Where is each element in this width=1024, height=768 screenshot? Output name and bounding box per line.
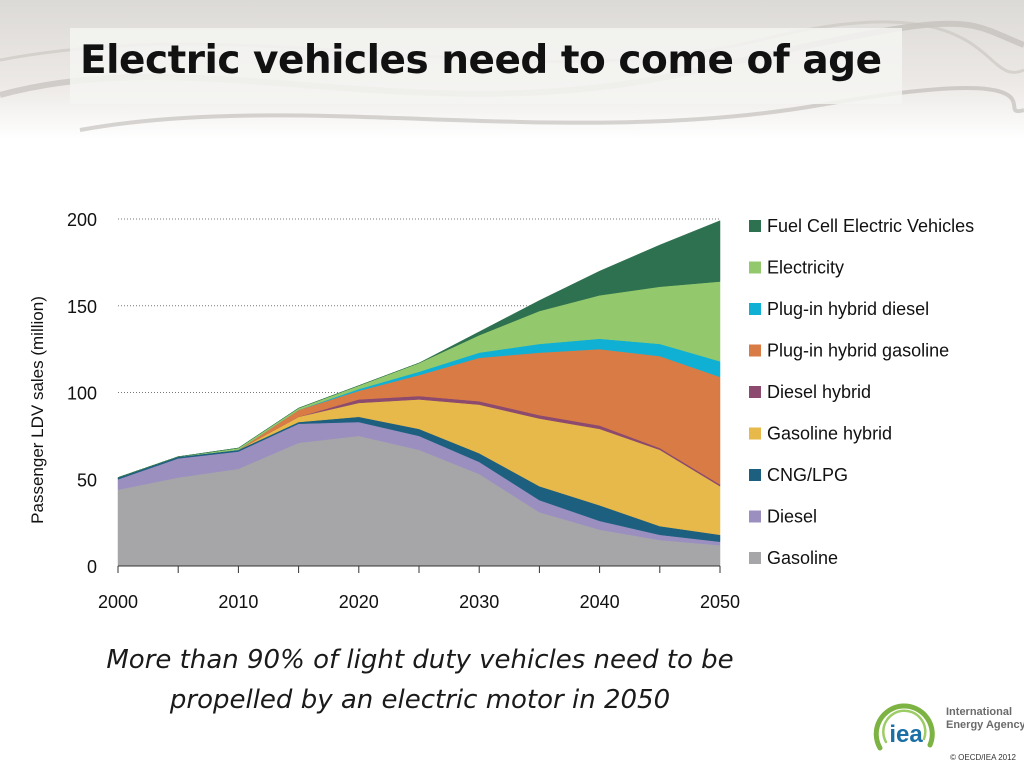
legend-swatch-diesel [749,510,761,523]
slide-caption: More than 90% of light duty vehicles nee… [70,640,770,720]
x-tick-label-2020: 2020 [339,592,379,612]
x-tick-label-2030: 2030 [459,592,499,612]
copyright-notice: © OECD/IEA 2012 [950,753,1016,762]
logo-name-line-2: Energy Agency [946,719,1024,731]
legend-swatch-plug-in-hybrid-gasoline [749,344,761,357]
area-series [117,220,721,567]
legend-swatch-plug-in-hybrid-diesel [749,303,761,315]
axes: 0 50 100 150 200 2000 2010 2020 2030 2040 2050 Pass… [28,210,740,612]
legend-label-gasoline-hybrid: Gasoline hybrid [767,424,892,444]
caption-line-2: propelled by an electric motor in 2050 [169,685,671,715]
legend-label-gasoline: Gasoline [767,548,838,568]
x-tick-label-2040: 2040 [580,592,620,612]
legend-label-diesel: Diesel [767,507,817,527]
legend-swatch-gasoline-hybrid [749,427,761,440]
legend-label-cng-lpg: CNG/LPG [767,465,848,485]
x-tick-label-2010: 2010 [218,592,258,612]
iea-logo-mark: iea [873,703,935,751]
x-tick-label-2000: 2000 [98,592,138,612]
title-banner-background [0,0,1024,140]
legend-swatch-gasoline [749,552,761,564]
logo-name-line-1: International [946,706,1013,718]
legend: Fuel Cell Electric Vehicles Electricity Pl… [749,216,974,568]
logo-mark-text: iea [889,721,923,748]
legend-label-plug-in-hybrid-diesel: Plug-in hybrid diesel [767,299,929,319]
legend-swatch-diesel-hybrid [749,386,761,398]
logo-org-name: International Energy Agency [946,706,1024,732]
legend-swatch-electricity [749,261,761,274]
y-tick-label-100: 100 [67,384,97,404]
x-tick-label-2050: 2050 [700,592,740,612]
area-fuel-cell-electric-vehicles [117,220,721,478]
legend-swatch-fuel-cell-electric-vehicles [749,220,761,232]
legend-label-fuel-cell-electric-vehicles: Fuel Cell Electric Vehicles [767,216,974,236]
y-axis-title: Passenger LDV sales (million) [28,296,47,524]
legend-label-diesel-hybrid: Diesel hybrid [767,382,871,402]
slide-title: Electric vehicles need to come of age [80,38,882,83]
legend-swatch-cng-lpg [749,469,761,481]
y-tick-label-150: 150 [67,297,97,317]
y-tick-label-0: 0 [87,557,97,577]
caption-line-1: More than 90% of light duty vehicles nee… [106,645,734,675]
iea-logo: iea International Energy Agency © OECD/I… [870,690,1024,768]
y-tick-label-200: 200 [67,210,97,230]
legend-label-electricity: Electricity [767,258,844,278]
legend-label-plug-in-hybrid-gasoline: Plug-in hybrid gasoline [767,341,949,361]
y-tick-label-50: 50 [77,470,97,490]
stacked-area-chart: 0 50 100 150 200 2000 2010 2020 2030 2040 2050 Pass… [28,210,974,612]
